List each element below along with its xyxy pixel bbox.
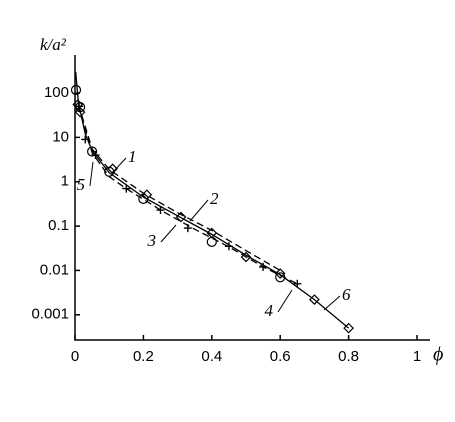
marker-circle: [275, 272, 286, 283]
marker-cross: [91, 151, 100, 160]
marker-cross: [224, 242, 233, 251]
curve-label: 3: [147, 231, 157, 250]
marker-cross: [122, 184, 131, 193]
curve-label: 6: [342, 285, 351, 304]
marker-cross: [183, 224, 192, 233]
axes: [74, 55, 430, 341]
y-tick-label: 100: [44, 84, 69, 101]
marker-diamond: [72, 99, 84, 110]
marker-diamond: [141, 189, 153, 201]
marker-circle: [70, 84, 82, 96]
marker-diamond: [175, 211, 187, 223]
marker-circle: [86, 146, 98, 157]
curve-label: 5: [77, 175, 86, 194]
marker-cross: [75, 102, 84, 111]
y-axis-label: k/a²: [40, 35, 67, 54]
y-tick-label: 0.001: [31, 306, 69, 323]
leader-line: [189, 199, 209, 222]
leader-line: [323, 295, 341, 311]
marker-diamond: [107, 163, 118, 175]
x-tick-label: 0.8: [338, 348, 359, 365]
curve: [77, 104, 281, 271]
marker-diamond: [274, 268, 286, 279]
x-tick-label: 1: [413, 348, 421, 365]
marker-circle: [206, 236, 217, 247]
marker-diamond: [206, 227, 218, 239]
x-tick-label: 0.6: [270, 348, 291, 365]
curve: [77, 106, 298, 285]
y-tick-label: 10: [52, 128, 69, 145]
leader-line: [112, 157, 127, 173]
marker-diamond: [240, 251, 252, 263]
marker-cross: [293, 279, 302, 288]
y-tick-label: 0.1: [48, 217, 69, 234]
marker-diamond: [309, 294, 320, 305]
curve-label: 2: [210, 189, 219, 208]
x-tick-label: 0.4: [201, 348, 222, 365]
y-tick-label: 1: [61, 173, 69, 190]
curve-label: 1: [128, 147, 137, 166]
y-tick-label: 0.01: [40, 261, 69, 278]
leader-line: [89, 161, 94, 187]
x-tick-label: 0: [71, 348, 79, 365]
marker-cross: [81, 135, 90, 144]
marker-diamond: [74, 106, 86, 118]
marker-diamond: [343, 322, 354, 334]
leader-line: [160, 224, 177, 243]
curve-label: 4: [265, 301, 274, 320]
x-axis-label: ϕ: [433, 344, 443, 366]
marker-cross: [259, 262, 268, 271]
marker-cross: [156, 206, 165, 215]
x-tick-label: 0.2: [133, 348, 154, 365]
leader-line: [277, 289, 293, 313]
